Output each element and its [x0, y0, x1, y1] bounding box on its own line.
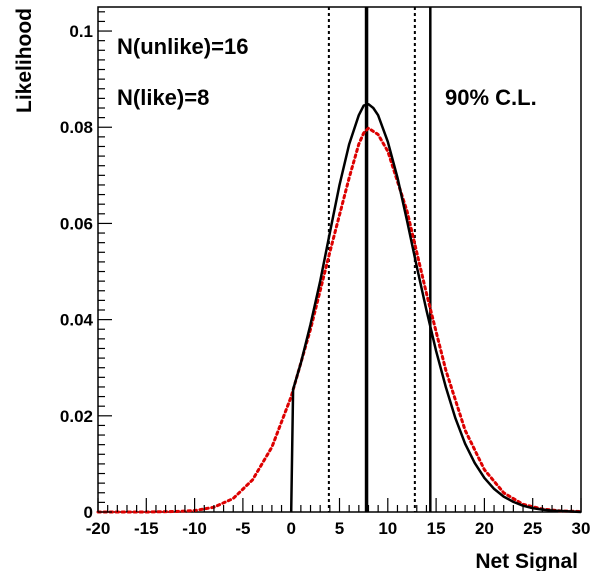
- x-tick-label: -20: [86, 519, 111, 538]
- x-tick-label: -15: [134, 519, 159, 538]
- x-tick-label: 5: [335, 519, 344, 538]
- x-tick-label: 0: [286, 519, 295, 538]
- x-tick-label: 30: [572, 519, 591, 538]
- y-tick-labels: 0 0.02 0.04 0.06 0.08 0.1: [60, 22, 94, 522]
- y-tick-label: 0: [84, 503, 93, 522]
- x-tick-label: 25: [523, 519, 542, 538]
- x-axis-title: Net Signal: [475, 550, 578, 571]
- y-tick-label: 0.1: [69, 22, 93, 41]
- y-tick-label: 0.02: [60, 407, 93, 426]
- y-tick-label: 0.06: [60, 214, 93, 233]
- dotted-red-curve: [96, 126, 583, 514]
- curves: [96, 102, 583, 514]
- annotation-unlike: N(unlike)=16: [117, 34, 248, 59]
- x-tick-label: 15: [427, 519, 446, 538]
- x-tick-labels: -20 -15 -10 -5 0 5 10 15 20 25 30: [86, 519, 591, 538]
- annotation-like: N(like)=8: [117, 85, 209, 110]
- y-tick-label: 0.08: [60, 118, 93, 137]
- y-tick-label: 0.04: [60, 311, 94, 330]
- x-tick-label: 20: [475, 519, 494, 538]
- plot-frame: [97, 6, 582, 513]
- y-axis-title: Likelihood: [13, 8, 36, 113]
- x-tick-label: -10: [182, 519, 207, 538]
- annotation-cl: 90% C.L.: [445, 85, 537, 110]
- x-tick-label: 10: [378, 519, 397, 538]
- axis-ticks: [97, 11, 582, 513]
- solid-black-curve: [289, 102, 582, 514]
- x-tick-label: -5: [235, 519, 250, 538]
